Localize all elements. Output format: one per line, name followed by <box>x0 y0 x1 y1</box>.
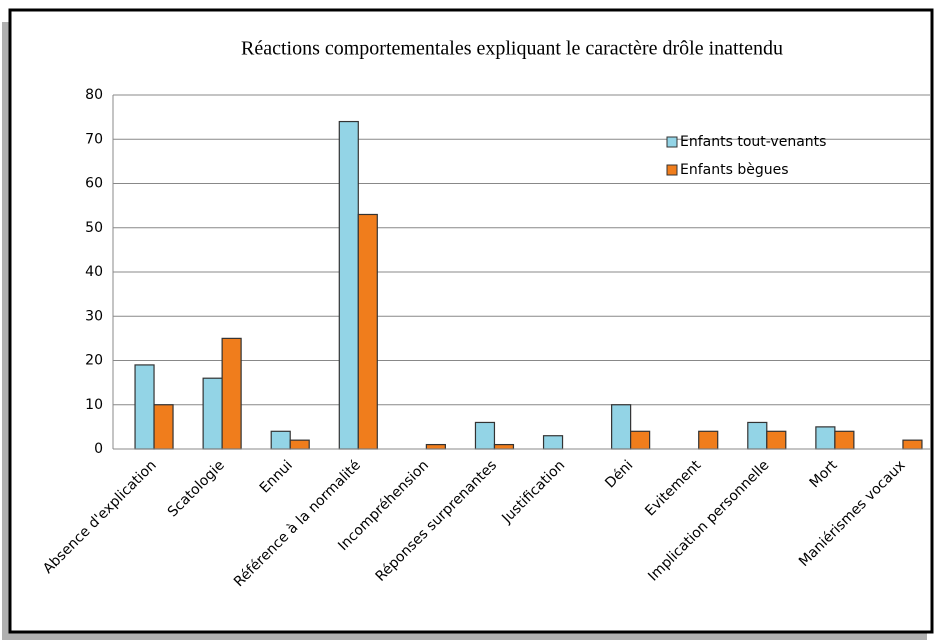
bar <box>766 430 787 450</box>
bar <box>474 421 496 450</box>
y-tick-label: 0 <box>94 441 103 457</box>
bar <box>357 213 378 450</box>
bar <box>493 443 515 450</box>
y-tick-label: 70 <box>85 131 103 147</box>
y-tick-label: 50 <box>85 220 103 236</box>
bar <box>834 430 855 450</box>
bar <box>221 337 242 450</box>
bar <box>611 404 632 450</box>
bar <box>747 421 768 450</box>
y-tick-label: 20 <box>85 353 103 369</box>
bar <box>134 364 155 450</box>
legend-swatch <box>666 136 678 148</box>
frame <box>8 8 934 634</box>
bar <box>630 430 651 450</box>
y-tick-label: 80 <box>85 87 103 103</box>
legend-label: Enfants bègues <box>680 162 789 178</box>
bar <box>338 120 359 450</box>
y-tick-label: 30 <box>85 308 103 324</box>
legend-label: Enfants tout-venants <box>680 134 826 150</box>
frame-shadow <box>2 22 10 640</box>
bar <box>542 435 564 450</box>
y-tick-label: 10 <box>85 397 103 413</box>
y-tick-label: 60 <box>85 176 103 192</box>
bar <box>289 439 310 450</box>
bar <box>425 443 446 450</box>
bar <box>153 404 174 450</box>
bar <box>815 426 836 450</box>
bar <box>902 439 923 450</box>
chart-title: Réactions comportementales expliquant le… <box>241 38 783 60</box>
y-tick-label: 40 <box>85 264 103 280</box>
bar <box>202 377 223 450</box>
bar <box>698 430 719 450</box>
bar <box>270 430 291 450</box>
frame-shadow <box>2 632 927 640</box>
legend-swatch <box>666 164 678 176</box>
